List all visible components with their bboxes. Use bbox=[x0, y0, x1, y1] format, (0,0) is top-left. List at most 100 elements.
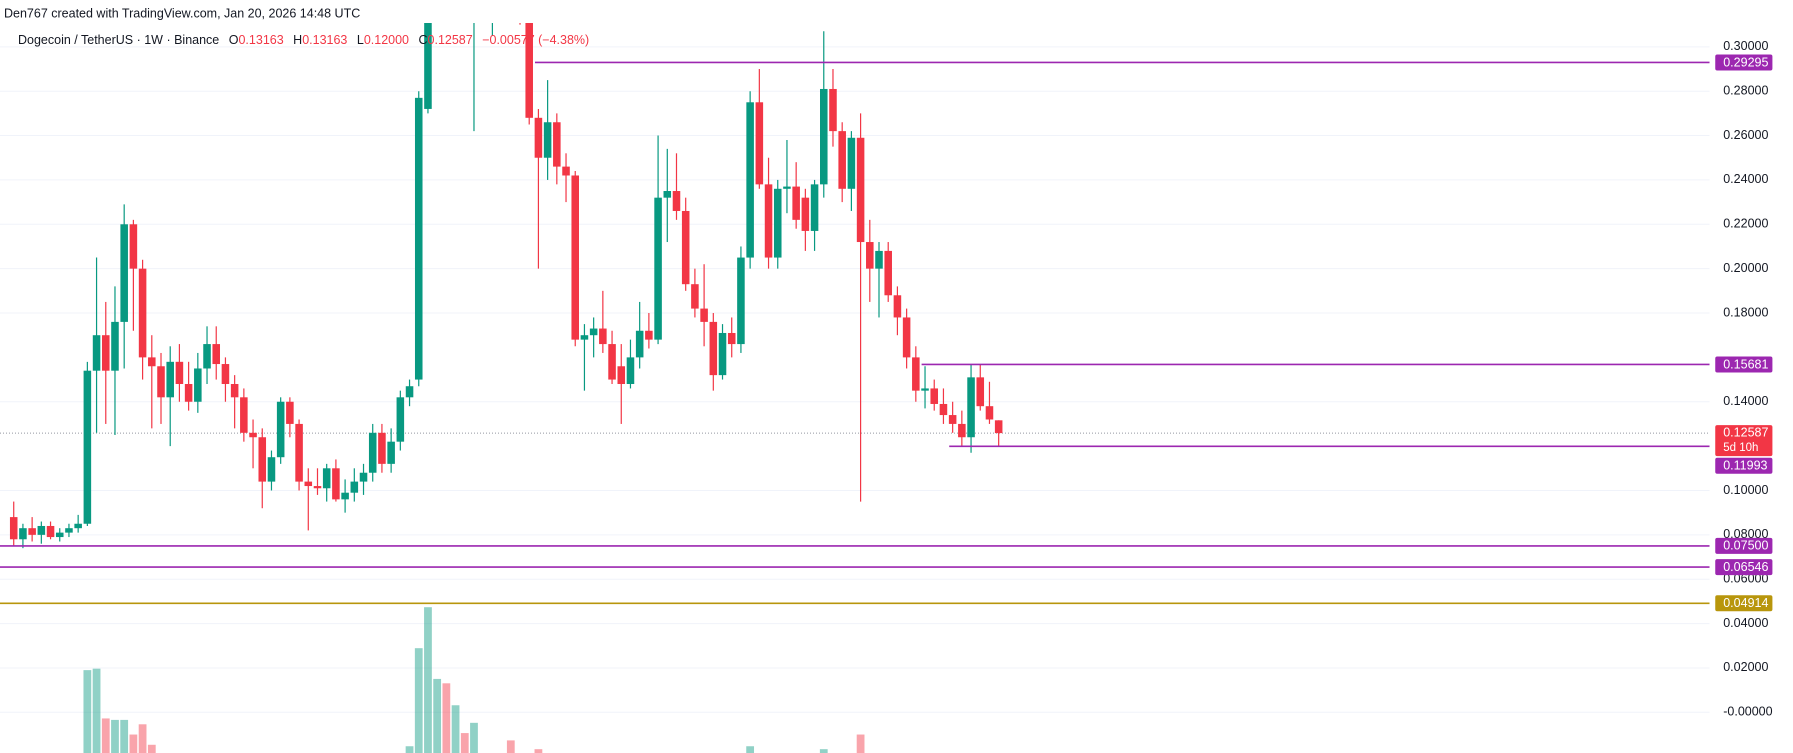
candle-body bbox=[820, 88, 828, 185]
candle-body bbox=[166, 361, 174, 398]
candle-body bbox=[893, 295, 902, 318]
candle-body bbox=[129, 224, 138, 269]
volume-bar bbox=[819, 749, 828, 753]
candle-body bbox=[755, 102, 764, 185]
volume-bar bbox=[92, 668, 101, 753]
candle-body bbox=[921, 388, 929, 391]
y-tick-label: 0.04000 bbox=[1723, 616, 1768, 630]
volume-bar bbox=[138, 724, 147, 753]
candle-body bbox=[267, 457, 276, 482]
open-key: O bbox=[229, 33, 239, 47]
volume-bar bbox=[83, 670, 92, 753]
candle-body bbox=[967, 377, 975, 438]
candle-body bbox=[19, 528, 27, 540]
candle-body bbox=[829, 88, 837, 132]
change: −0.00577 (−4.38%) bbox=[482, 33, 589, 47]
volume-bar bbox=[534, 749, 543, 753]
candle-body bbox=[847, 137, 856, 189]
y-tick-label: -0.00000 bbox=[1723, 705, 1772, 719]
candle-body bbox=[212, 344, 221, 365]
level-label: 0.29295 bbox=[1723, 55, 1768, 69]
candle-body bbox=[681, 210, 690, 285]
candle-body bbox=[350, 481, 359, 493]
open-value: 0.13163 bbox=[238, 33, 283, 47]
candle-body bbox=[985, 406, 994, 420]
volume-bar bbox=[470, 722, 478, 753]
candle-body bbox=[83, 370, 92, 524]
candle-body bbox=[810, 184, 819, 231]
candle-body bbox=[322, 468, 331, 489]
candle-body bbox=[148, 357, 156, 367]
candle-body bbox=[801, 197, 810, 231]
candle-body bbox=[553, 122, 561, 167]
candle-body bbox=[589, 328, 598, 336]
candle-body bbox=[276, 401, 285, 458]
y-tick-label: 0.22000 bbox=[1723, 217, 1768, 231]
candle-body bbox=[580, 335, 589, 340]
y-tick-label: 0.14000 bbox=[1723, 394, 1768, 408]
candle-body bbox=[525, 23, 533, 118]
candle-body bbox=[930, 388, 939, 404]
close-key: C bbox=[418, 33, 427, 47]
candle-body bbox=[672, 191, 681, 211]
candle-body bbox=[396, 397, 405, 442]
volume-bar bbox=[101, 718, 110, 753]
candle-body bbox=[737, 257, 745, 345]
candle-body bbox=[709, 321, 718, 376]
candle-body bbox=[783, 186, 791, 189]
last-price-label: 0.12587 bbox=[1723, 425, 1768, 439]
candle-body bbox=[258, 437, 267, 482]
y-tick-label: 0.28000 bbox=[1723, 83, 1768, 97]
candle-body bbox=[838, 131, 846, 189]
candle-body bbox=[249, 432, 257, 438]
level-label: 0.11993 bbox=[1723, 459, 1767, 473]
candle-body bbox=[746, 102, 754, 258]
candle-body bbox=[405, 386, 414, 398]
volume-bar bbox=[129, 734, 138, 753]
candle-body bbox=[663, 191, 672, 198]
last-price-box bbox=[1715, 425, 1773, 457]
candle-body bbox=[884, 250, 892, 296]
candle-body bbox=[92, 335, 101, 371]
candle-body bbox=[866, 242, 874, 269]
candle-body bbox=[221, 364, 230, 385]
candle-body bbox=[912, 357, 920, 391]
candle-body bbox=[727, 332, 736, 345]
countdown-label: 5d 10h bbox=[1723, 442, 1758, 454]
candle-body bbox=[608, 344, 616, 380]
candle-body bbox=[958, 423, 966, 438]
volume-bar bbox=[405, 746, 414, 753]
high-key: H bbox=[293, 33, 302, 47]
candle-body bbox=[424, 23, 432, 109]
candle-body bbox=[994, 420, 1003, 434]
candle-body bbox=[359, 472, 368, 482]
candle-body bbox=[654, 197, 662, 340]
volume-bar bbox=[147, 744, 156, 753]
candle-body bbox=[387, 441, 395, 464]
candle-body bbox=[194, 368, 202, 402]
candle-body bbox=[939, 403, 948, 416]
level-label-box bbox=[1715, 537, 1773, 554]
y-tick-label: 0.30000 bbox=[1723, 39, 1768, 53]
symbol: Dogecoin / TetherUS · 1W · Binance bbox=[18, 33, 219, 47]
candle-body bbox=[157, 366, 165, 398]
candle-body bbox=[37, 525, 46, 535]
candle-body bbox=[534, 117, 543, 158]
volume-bar bbox=[460, 733, 469, 753]
candle-body bbox=[28, 528, 36, 535]
candle-body bbox=[792, 186, 800, 220]
candle-body bbox=[691, 284, 699, 309]
candle-body bbox=[120, 224, 128, 322]
candle-body bbox=[948, 415, 957, 424]
volume-bar bbox=[506, 740, 515, 753]
low-value: 0.12000 bbox=[364, 33, 409, 47]
legend: Dogecoin / TetherUS · 1W · Binance O0.13… bbox=[18, 33, 589, 47]
candle-body bbox=[976, 377, 985, 407]
level-label: 0.06546 bbox=[1723, 560, 1768, 574]
credit: Den767 created with TradingView.com, Jan… bbox=[4, 6, 360, 20]
candle-body bbox=[74, 523, 82, 529]
level-label-box bbox=[1715, 457, 1773, 474]
grid bbox=[0, 46, 1710, 713]
volume-bar bbox=[111, 719, 119, 753]
candle-body bbox=[516, 0, 524, 2]
